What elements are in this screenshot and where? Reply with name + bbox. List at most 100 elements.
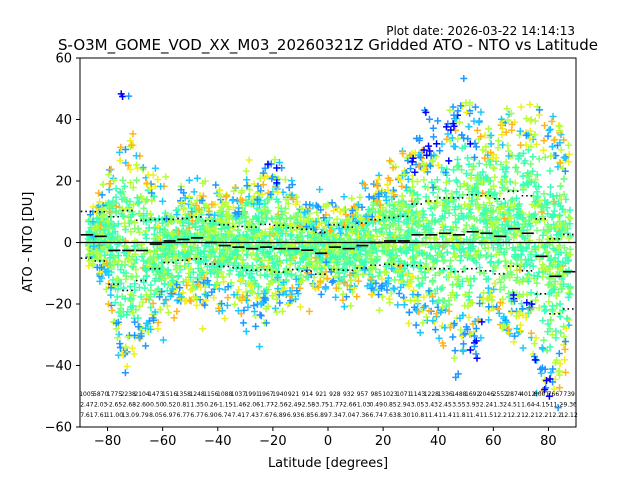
data-point: [364, 233, 372, 241]
data-point: [535, 183, 543, 191]
data-point-outlier: [251, 307, 259, 315]
bin-stat-label: 1358: [176, 391, 191, 398]
bin-stat-label: 11.4: [425, 412, 439, 419]
data-point: [439, 221, 447, 229]
data-point-outlier: [360, 271, 368, 279]
data-point-outlier: [204, 277, 212, 285]
data-point: [124, 333, 132, 341]
data-point: [431, 271, 439, 279]
data-point: [439, 257, 447, 265]
data-point: [451, 267, 459, 275]
data-point: [252, 232, 260, 240]
data-point-outlier: [239, 319, 247, 327]
data-point: [456, 246, 464, 254]
x-tick-label: −80: [94, 434, 121, 449]
data-point: [287, 270, 295, 278]
data-point-outlier: [508, 126, 516, 134]
data-point-outlier: [176, 284, 184, 292]
data-point: [264, 262, 272, 270]
data-point: [217, 260, 225, 268]
data-point: [556, 313, 564, 321]
data-point-outlier: [183, 281, 191, 289]
bin-stat-label: 1023: [382, 391, 397, 398]
data-point: [540, 336, 548, 344]
data-point: [539, 317, 547, 325]
data-point: [405, 319, 413, 327]
data-point: [163, 256, 171, 264]
data-point-outlier: [354, 201, 362, 209]
data-point: [446, 226, 454, 234]
data-point: [456, 234, 464, 242]
data-point-blue: [445, 157, 453, 165]
bin-stat-label: 1.35: [190, 402, 204, 409]
data-point-outlier: [175, 228, 183, 236]
bin-stat-label: 1071: [396, 391, 411, 398]
data-point: [524, 169, 532, 177]
data-point: [168, 231, 176, 239]
data-point-outlier: [383, 286, 391, 294]
data-point-outlier: [201, 301, 209, 309]
data-point: [265, 196, 273, 204]
bin-stat-label: 4012: [520, 391, 535, 398]
data-point: [563, 315, 571, 323]
data-point: [459, 191, 467, 199]
data-point-outlier: [450, 320, 458, 328]
data-point-outlier: [556, 159, 564, 167]
data-point-outlier: [481, 154, 489, 162]
data-point: [557, 195, 565, 203]
data-point-outlier: [199, 300, 207, 308]
data-point: [524, 309, 532, 317]
data-point-outlier: [532, 334, 540, 342]
data-point-outlier: [185, 224, 193, 232]
data-point-outlier: [373, 197, 381, 205]
data-point-outlier: [353, 293, 361, 301]
data-point-outlier: [201, 177, 209, 185]
data-point-blue: [423, 151, 431, 159]
data-point: [516, 266, 524, 274]
data-point-outlier: [348, 194, 356, 202]
data-point-outlier: [536, 106, 544, 114]
data-point-outlier: [476, 300, 484, 308]
data-point-outlier: [105, 300, 113, 308]
data-point-outlier: [295, 222, 303, 230]
data-point: [514, 155, 522, 163]
data-point-outlier: [118, 350, 126, 358]
data-point: [213, 267, 221, 275]
data-point: [243, 199, 251, 207]
data-point: [386, 259, 394, 267]
data-point-outlier: [333, 215, 341, 223]
data-point-outlier: [564, 141, 572, 149]
data-point-outlier: [292, 295, 300, 303]
bin-stat-label: 2.24: [480, 402, 494, 409]
data-point: [273, 257, 281, 265]
data-point: [340, 193, 348, 201]
data-point: [290, 253, 298, 261]
data-point: [455, 162, 463, 170]
bin-stat-label: 8.05: [149, 412, 163, 419]
data-point-outlier: [193, 174, 201, 182]
data-point: [484, 251, 492, 259]
data-point: [545, 126, 553, 134]
data-point-outlier: [90, 242, 98, 250]
data-point: [566, 206, 574, 214]
data-point-outlier: [188, 217, 196, 225]
data-point: [560, 333, 568, 341]
data-point: [445, 273, 453, 281]
data-point-outlier: [503, 318, 511, 326]
data-point-blue: [409, 154, 417, 162]
data-point-outlier: [222, 193, 230, 201]
data-point: [533, 188, 541, 196]
data-point: [137, 293, 145, 301]
data-point-outlier: [254, 182, 262, 190]
data-point: [181, 194, 189, 202]
data-point: [515, 200, 523, 208]
data-point: [275, 291, 283, 299]
bin-stat-label: 1156: [203, 391, 218, 398]
data-point-outlier: [137, 332, 145, 340]
y-axis-label: ATO - NTO [DU]: [21, 192, 36, 293]
data-point-outlier: [230, 291, 238, 299]
data-point: [486, 217, 494, 225]
data-point: [558, 285, 566, 293]
data-point: [464, 182, 472, 190]
data-point-outlier: [540, 137, 548, 145]
